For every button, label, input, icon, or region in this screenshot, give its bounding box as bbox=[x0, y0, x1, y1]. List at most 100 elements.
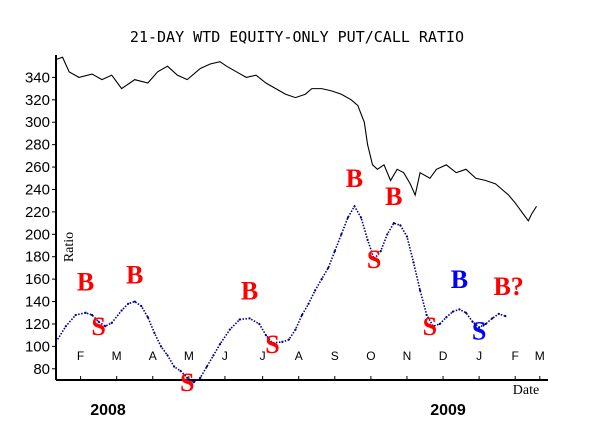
y-axis-label: Ratio bbox=[62, 232, 77, 262]
ratio-point bbox=[97, 320, 100, 323]
signal-label: S bbox=[180, 368, 194, 397]
ratio-point bbox=[471, 320, 474, 323]
x-month-label: N bbox=[403, 349, 412, 363]
ratio-point bbox=[405, 235, 409, 238]
ratio-point bbox=[159, 345, 163, 348]
ratio-point bbox=[248, 317, 251, 320]
ratio-point bbox=[373, 257, 376, 261]
ratio-point bbox=[179, 369, 182, 373]
signal-label: B bbox=[241, 276, 258, 305]
ratio-point bbox=[458, 308, 461, 311]
x-month-label: J bbox=[222, 349, 228, 363]
ratio-point bbox=[478, 326, 481, 329]
signal-label: S bbox=[367, 245, 381, 274]
y-tick-label: 240 bbox=[25, 181, 50, 198]
x-month-label: F bbox=[77, 349, 84, 363]
ratio-point bbox=[353, 205, 356, 208]
ratio-point bbox=[212, 354, 215, 357]
ratio-point bbox=[399, 224, 402, 227]
ratio-point bbox=[264, 334, 268, 337]
x-month-label: O bbox=[366, 349, 375, 363]
x-month-label: D bbox=[439, 349, 448, 363]
signal-label: B bbox=[385, 182, 402, 211]
y-tick-label: 120 bbox=[25, 316, 50, 333]
x-axis-label: Date bbox=[513, 383, 539, 398]
y-tick-label: 160 bbox=[25, 271, 50, 288]
ratio-point bbox=[54, 340, 58, 343]
signal-label: S bbox=[423, 312, 437, 341]
ratio-point bbox=[451, 310, 454, 313]
ratio-point bbox=[320, 278, 323, 281]
ratio-point bbox=[392, 222, 395, 225]
ratio-point bbox=[432, 325, 435, 328]
x-month-label: M bbox=[112, 349, 122, 363]
signal-label: B bbox=[451, 265, 468, 294]
ratio-point bbox=[504, 315, 507, 318]
ratio-point bbox=[127, 302, 130, 305]
ratio-point bbox=[294, 328, 297, 331]
y-tick-label: 80 bbox=[33, 361, 50, 378]
ratio-point bbox=[333, 250, 336, 253]
ratio-point bbox=[484, 322, 487, 326]
y-tick-label: 220 bbox=[25, 204, 50, 221]
ratio-point bbox=[199, 376, 202, 379]
ratio-point bbox=[74, 313, 77, 317]
signal-label: S bbox=[91, 312, 105, 341]
ratio-point bbox=[146, 316, 149, 319]
ratio-point bbox=[258, 322, 261, 326]
ratio-point bbox=[133, 300, 136, 303]
year-label-2008: 2008 bbox=[90, 402, 126, 419]
signal-label: S bbox=[472, 317, 486, 346]
signal-label: S bbox=[265, 330, 279, 359]
ratio-point bbox=[346, 216, 350, 219]
x-month-label: J bbox=[476, 349, 482, 363]
ratio-point bbox=[205, 365, 208, 368]
ratio-point bbox=[386, 233, 389, 236]
ratio-point bbox=[238, 318, 241, 321]
ratio-point bbox=[110, 321, 113, 324]
y-tick-label: 280 bbox=[25, 137, 50, 154]
ratio-point bbox=[281, 340, 284, 343]
y-tick-label: 140 bbox=[25, 294, 50, 311]
ratio-point bbox=[104, 325, 107, 328]
ratio-point bbox=[445, 316, 448, 319]
x-month-label: A bbox=[295, 349, 303, 363]
ratio-point bbox=[366, 238, 369, 242]
x-month-label: M bbox=[184, 349, 194, 363]
series-line-upper bbox=[55, 56, 537, 222]
y-tick-label: 100 bbox=[25, 338, 50, 355]
ratio-point bbox=[166, 354, 169, 357]
ratio-point bbox=[314, 289, 317, 292]
x-month-label: J bbox=[260, 349, 266, 363]
y-tick-label: 300 bbox=[25, 114, 50, 131]
year-label-2009: 2009 bbox=[430, 402, 466, 419]
ratio-point bbox=[327, 266, 330, 270]
x-month-label: A bbox=[149, 349, 157, 363]
ratio-point bbox=[218, 343, 222, 346]
ratio-point bbox=[307, 302, 310, 305]
ratio-point bbox=[491, 317, 494, 320]
chart-title: 21-DAY WTD EQUITY-ONLY PUT/CALL RATIO bbox=[130, 28, 464, 46]
y-tick-label: 200 bbox=[25, 226, 50, 243]
ratio-point bbox=[84, 311, 87, 314]
ratio-point bbox=[300, 313, 304, 317]
x-month-label: M bbox=[535, 349, 545, 363]
ratio-point bbox=[418, 289, 422, 292]
signal-label: B? bbox=[493, 272, 523, 301]
plot-area: 80 100 120 140 160 180 200 220 240 260 280 300 320 34… bbox=[25, 55, 548, 397]
ratio-point bbox=[425, 313, 428, 317]
y-tick-label: 340 bbox=[25, 69, 50, 86]
signal-label: B bbox=[346, 164, 363, 193]
ratio-point bbox=[497, 312, 500, 315]
ratio-point bbox=[228, 328, 231, 331]
ratio-point bbox=[464, 311, 468, 314]
ratio-point bbox=[192, 381, 195, 384]
y-tick-label: 260 bbox=[25, 159, 50, 176]
ratio-point bbox=[359, 216, 363, 219]
ratio-point bbox=[120, 309, 123, 312]
signal-label: B bbox=[77, 267, 94, 296]
ratio-point bbox=[186, 376, 189, 379]
ratio-point bbox=[287, 338, 290, 341]
ratio-point bbox=[271, 341, 274, 345]
